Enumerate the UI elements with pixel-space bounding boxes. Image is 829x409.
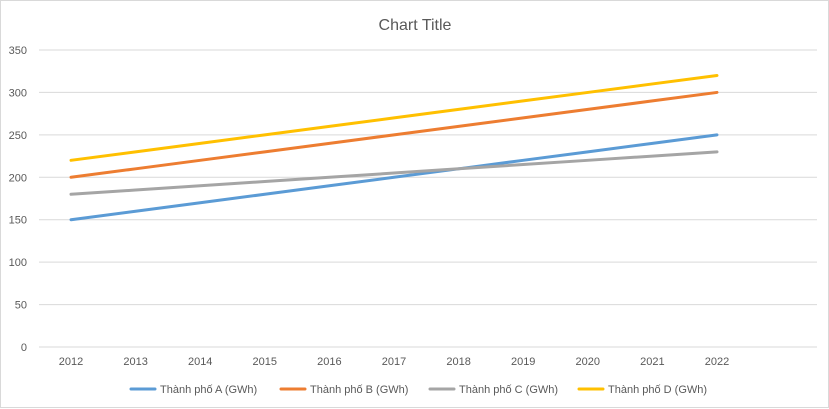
x-tick-label: 2021 [640,356,664,368]
x-tick-label: 2012 [59,356,83,368]
legend-item: Thành phố A (GWh) [129,384,257,396]
y-tick-label: 250 [9,130,27,142]
y-tick-label: 150 [9,215,27,227]
chart-title: Chart Title [379,17,452,34]
legend-label: Thành phố B (GWh) [310,384,408,396]
legend-item: Thành phố D (GWh) [577,384,707,396]
gridlines [39,49,817,348]
legend-item: Thành phố B (GWh) [279,384,408,396]
legend-label: Thành phố A (GWh) [160,384,257,396]
series-line-2 [69,90,719,179]
x-tick-label: 2015 [253,356,277,368]
series-lines [69,73,719,222]
y-tick-label: 350 [9,45,27,57]
x-tick-label: 2017 [382,356,406,368]
y-tick-label: 0 [21,342,27,354]
x-tick-label: 2020 [576,356,600,368]
x-tick-label: 2013 [123,356,147,368]
series-line-3 [69,150,719,196]
legend-item: Thành phố C (GWh) [428,384,558,396]
x-tick-label: 2018 [446,356,470,368]
series-line-1 [69,133,719,222]
legend: Thành phố A (GWh) Thành phố B (GWh) Thành … [129,384,707,396]
y-tick-label: 100 [9,257,27,269]
x-tick-label: 2014 [188,356,212,368]
y-axis-tick-labels: 0 50 100 150 200 250 300 350 [9,45,27,354]
legend-label: Thành phố C (GWh) [459,384,558,396]
x-axis-tick-labels: 2012 2013 2014 2015 2016 2017 2018 2019 2020 2021… [59,356,729,368]
y-tick-label: 200 [9,172,27,184]
x-tick-label: 2016 [317,356,341,368]
x-tick-label: 2019 [511,356,535,368]
legend-label: Thành phố D (GWh) [608,384,707,396]
series-line-4 [69,73,719,162]
y-tick-label: 300 [9,87,27,99]
x-tick-label: 2022 [705,356,729,368]
y-tick-label: 50 [15,300,27,312]
